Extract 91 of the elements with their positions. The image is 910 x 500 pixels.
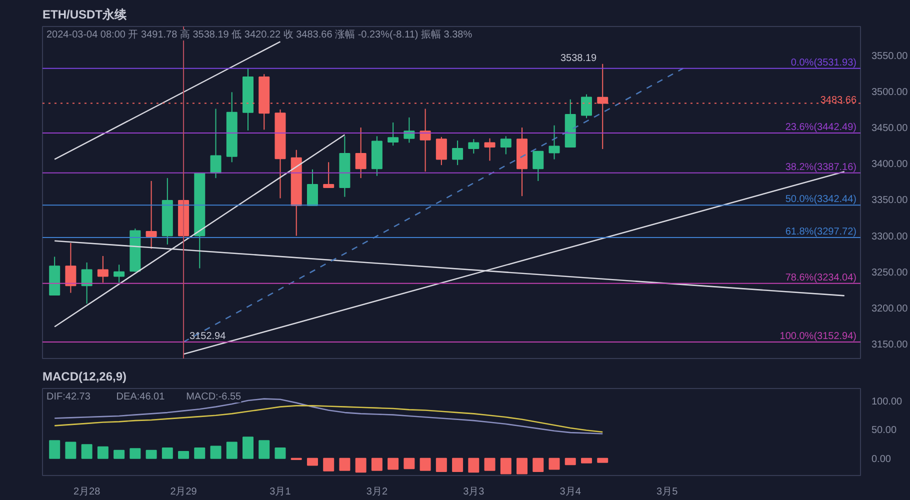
bar: [388, 458, 399, 470]
candlestick: [65, 242, 76, 294]
ref-line-label: 100.0%(3152.94): [780, 330, 857, 342]
y-tick-label: 3400.00: [872, 159, 908, 170]
y-tick-label: 3550.00: [872, 50, 908, 62]
candlestick: [97, 256, 108, 284]
bar: [323, 458, 334, 472]
y-tick-label: 3450.00: [872, 123, 908, 134]
candlestick: [114, 264, 125, 284]
bar: [580, 458, 592, 464]
bar: [371, 458, 382, 471]
x-tick-label: 3月1: [270, 486, 292, 498]
candlestick: [146, 180, 157, 250]
bar: [274, 448, 286, 459]
bar: [49, 440, 60, 459]
x-tick-label: 3月3: [463, 486, 485, 498]
x-tick-label: 2月28: [73, 486, 101, 498]
bar: [452, 458, 464, 472]
candlestick: [532, 150, 544, 182]
y-tick-label: 3500.00: [872, 86, 908, 98]
y-tick-label: 3250.00: [872, 267, 908, 278]
chart-title: MACD(12,26,9): [42, 370, 127, 384]
candlestick: [452, 140, 464, 166]
bar: [500, 458, 512, 474]
bar: [65, 442, 76, 459]
ref-line-label: 23.6%(3442.49): [785, 122, 857, 133]
candlestick: [580, 94, 592, 119]
annotation: 2024-03-04 08:00 开 3491.78 高 3538.19 低 3420.22 收 3483.66 涨幅 -0.23%(-8.11) 振幅 3.38%: [46, 28, 472, 40]
ref-line-label: 3483.66: [820, 95, 857, 106]
y-tick-label: 3350.00: [872, 195, 908, 206]
y-tick-label: 3300.00: [872, 231, 908, 242]
bar: [178, 450, 190, 459]
bar: [226, 442, 238, 459]
candlestick: [484, 138, 496, 162]
bar: [306, 458, 318, 466]
bar: [436, 458, 447, 472]
bar: [97, 446, 108, 459]
y-tick-label: 100.00: [872, 396, 903, 408]
annotation: 3152.94: [190, 330, 226, 342]
bar: [516, 458, 528, 474]
bar: [146, 450, 157, 459]
bar: [258, 440, 270, 459]
bar: [114, 450, 125, 459]
line-series: [54, 405, 604, 433]
bar: [404, 458, 415, 470]
line-series: [54, 398, 604, 434]
ref-line-label: 78.6%(3234.04): [785, 272, 857, 284]
y-tick-label: 3200.00: [872, 303, 908, 314]
bar: [81, 444, 92, 459]
x-tick-label: 3月4: [560, 486, 582, 498]
y-tick-label: 3150.00: [872, 340, 908, 351]
candlestick: [404, 116, 415, 144]
bar: [339, 458, 350, 471]
bar: [210, 446, 222, 459]
bar: [242, 436, 254, 459]
candlestick: [323, 162, 334, 188]
bar: [468, 458, 480, 473]
candlestick: [81, 262, 92, 304]
ref-line-label: 61.8%(3297.72): [785, 226, 857, 238]
bar: [484, 458, 496, 471]
bar: [532, 458, 544, 472]
bar: [162, 448, 173, 459]
x-tick-label: 3月5: [656, 486, 678, 498]
candlestick: [210, 108, 222, 179]
annotation: 3538.19: [560, 52, 598, 64]
bar: [420, 458, 431, 471]
candlestick: [468, 138, 480, 154]
annotation: DEA:46.01: [116, 392, 166, 402]
bar: [548, 458, 560, 470]
x-tick-label: 3月2: [366, 486, 388, 498]
ref-line-label: 50.0%(3342.44): [785, 194, 857, 206]
candlestick: [548, 124, 560, 160]
ref-line-label: 38.2%(3387.16): [785, 162, 857, 173]
candlestick: [306, 168, 318, 206]
y-tick-label: 0.00: [872, 454, 892, 465]
bar: [597, 458, 608, 463]
annotation: MACD:-6.55: [186, 392, 242, 402]
candlestick: [436, 136, 447, 166]
bar: [194, 448, 206, 459]
chart-title: ETH/USDT永续: [42, 8, 128, 22]
bar: [130, 448, 141, 459]
bar: [355, 458, 366, 473]
candlestick: [355, 127, 366, 179]
candlestick: [500, 136, 512, 155]
annotation: DIF:42.73: [46, 392, 91, 402]
candlestick: [388, 122, 399, 146]
bar: [564, 458, 576, 466]
y-tick-label: 50.00: [872, 425, 897, 436]
ref-line-label: 0.0%(3531.93): [790, 57, 857, 68]
x-tick-label: 2月29: [170, 486, 198, 498]
candlestick: [420, 108, 431, 172]
